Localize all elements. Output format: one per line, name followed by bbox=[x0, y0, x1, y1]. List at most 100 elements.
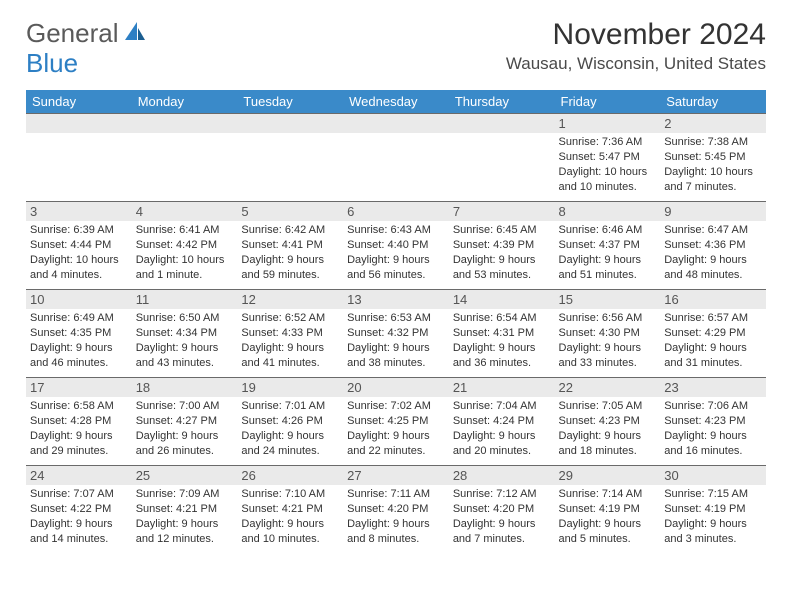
day-number: 1 bbox=[555, 114, 661, 133]
daylight-text: Daylight: 9 hours and 18 minutes. bbox=[559, 429, 657, 459]
daylight-text: Daylight: 9 hours and 8 minutes. bbox=[347, 517, 445, 547]
calendar-day-cell: 14Sunrise: 6:54 AMSunset: 4:31 PMDayligh… bbox=[449, 290, 555, 378]
daylight-text: Daylight: 9 hours and 16 minutes. bbox=[664, 429, 762, 459]
sunrise-text: Sunrise: 6:46 AM bbox=[559, 223, 657, 238]
calendar-day-cell: 12Sunrise: 6:52 AMSunset: 4:33 PMDayligh… bbox=[237, 290, 343, 378]
calendar-day-cell: 2Sunrise: 7:38 AMSunset: 5:45 PMDaylight… bbox=[660, 114, 766, 202]
empty-day-band bbox=[449, 114, 555, 133]
sunrise-text: Sunrise: 6:56 AM bbox=[559, 311, 657, 326]
day-header-cell: Monday bbox=[132, 90, 238, 114]
calendar-day-cell: 7Sunrise: 6:45 AMSunset: 4:39 PMDaylight… bbox=[449, 202, 555, 290]
calendar-day-cell: 15 Sunrise: 6:56 AMSunset: 4:30 PMDayligh… bbox=[555, 290, 661, 378]
daylight-text: Daylight: 9 hours and 46 minutes. bbox=[30, 341, 128, 371]
calendar-day-cell: 20Sunrise: 7:02 AMSunset: 4:25 PMDayligh… bbox=[343, 378, 449, 466]
logo: General bbox=[26, 18, 149, 49]
day-number: 30 bbox=[660, 466, 766, 485]
day-number: 6 bbox=[343, 202, 449, 221]
sunset-text: Sunset: 4:24 PM bbox=[453, 414, 551, 429]
sunset-text: Sunset: 4:29 PM bbox=[664, 326, 762, 341]
empty-day-band bbox=[132, 114, 238, 133]
daylight-text: Daylight: 9 hours and 48 minutes. bbox=[664, 253, 762, 283]
calendar-day-cell: 27 Sunrise: 7:11 AMSunset: 4:20 PMDayligh… bbox=[343, 466, 449, 554]
calendar-day-cell: 23Sunrise: 7:06 AMSunset: 4:23 PMDayligh… bbox=[660, 378, 766, 466]
day-number: 5 bbox=[237, 202, 343, 221]
daylight-text: Daylight: 9 hours and 14 minutes. bbox=[30, 517, 128, 547]
sunset-text: Sunset: 4:39 PM bbox=[453, 238, 551, 253]
calendar-day-cell: 28Sunrise: 7:12 AMSunset: 4:20 PMDayligh… bbox=[449, 466, 555, 554]
calendar-table: SundayMondayTuesdayWednesdayThursdayFrid… bbox=[26, 90, 766, 554]
calendar-day-cell: 25Sunrise: 7:09 AMSunset: 4:21 PMDayligh… bbox=[132, 466, 238, 554]
sunrise-text: Sunrise: 6:42 AM bbox=[241, 223, 339, 238]
day-number: 10 bbox=[26, 290, 132, 309]
daylight-text: Daylight: 9 hours and 26 minutes. bbox=[136, 429, 234, 459]
daylight-text: Daylight: 10 hours and 1 minute. bbox=[136, 253, 234, 283]
daylight-text: Daylight: 9 hours and 33 minutes. bbox=[559, 341, 657, 371]
calendar-day-cell: 26Sunrise: 7:10 AMSunset: 4:21 PMDayligh… bbox=[237, 466, 343, 554]
calendar-day-cell: 29Sunrise: 7:14 AMSunset: 4:19 PMDayligh… bbox=[555, 466, 661, 554]
sunrise-text: Sunrise: 7:15 AM bbox=[664, 487, 762, 502]
calendar-body: 1Sunrise: 7:36 AMSunset: 5:47 PMDaylight… bbox=[26, 114, 766, 554]
day-number: 27 bbox=[343, 466, 449, 485]
calendar-day-cell: 5Sunrise: 6:42 AMSunset: 4:41 PMDaylight… bbox=[237, 202, 343, 290]
sunrise-text: Sunrise: 7:00 AM bbox=[136, 399, 234, 414]
sunrise-text: Sunrise: 7:12 AM bbox=[453, 487, 551, 502]
sunrise-text: Sunrise: 7:11 AM bbox=[347, 487, 445, 502]
sunrise-text: Sunrise: 6:45 AM bbox=[453, 223, 551, 238]
day-number: 19 bbox=[237, 378, 343, 397]
sunrise-text: Sunrise: 6:41 AM bbox=[136, 223, 234, 238]
day-header-cell: Sunday bbox=[26, 90, 132, 114]
day-number: 29 bbox=[555, 466, 661, 485]
day-number: 7 bbox=[449, 202, 555, 221]
day-number: 22 bbox=[555, 378, 661, 397]
daylight-text: Daylight: 9 hours and 56 minutes. bbox=[347, 253, 445, 283]
sunset-text: Sunset: 4:42 PM bbox=[136, 238, 234, 253]
calendar-day-cell: 3Sunrise: 6:39 AMSunset: 4:44 PMDaylight… bbox=[26, 202, 132, 290]
calendar-week-row: 1Sunrise: 7:36 AMSunset: 5:47 PMDaylight… bbox=[26, 114, 766, 202]
day-number: 25 bbox=[132, 466, 238, 485]
day-number: 26 bbox=[237, 466, 343, 485]
sunset-text: Sunset: 4:26 PM bbox=[241, 414, 339, 429]
day-number: 2 bbox=[660, 114, 766, 133]
day-header-cell: Tuesday bbox=[237, 90, 343, 114]
sunrise-text: Sunrise: 7:01 AM bbox=[241, 399, 339, 414]
sunset-text: Sunset: 4:20 PM bbox=[347, 502, 445, 517]
calendar-day-cell: 30Sunrise: 7:15 AMSunset: 4:19 PMDayligh… bbox=[660, 466, 766, 554]
calendar-day-cell: 13Sunrise: 6:53 AMSunset: 4:32 PMDayligh… bbox=[343, 290, 449, 378]
sunrise-text: Sunrise: 6:58 AM bbox=[30, 399, 128, 414]
title-block: November 2024 Wausau, Wisconsin, United … bbox=[506, 18, 766, 74]
calendar-day-cell: 10 Sunrise: 6:49 AMSunset: 4:35 PMDayligh… bbox=[26, 290, 132, 378]
calendar-day-cell: 19 Sunrise: 7:01 AMSunset: 4:26 PMDayligh… bbox=[237, 378, 343, 466]
daylight-text: Daylight: 9 hours and 51 minutes. bbox=[559, 253, 657, 283]
sunrise-text: Sunrise: 6:47 AM bbox=[664, 223, 762, 238]
daylight-text: Daylight: 10 hours and 10 minutes. bbox=[559, 165, 657, 195]
calendar-day-cell: 16Sunrise: 6:57 AMSunset: 4:29 PMDayligh… bbox=[660, 290, 766, 378]
daylight-text: Daylight: 9 hours and 12 minutes. bbox=[136, 517, 234, 547]
sunrise-text: Sunrise: 6:57 AM bbox=[664, 311, 762, 326]
day-number: 17 bbox=[26, 378, 132, 397]
calendar-day-cell: 21Sunrise: 7:04 AMSunset: 4:24 PMDayligh… bbox=[449, 378, 555, 466]
daylight-text: Daylight: 9 hours and 10 minutes. bbox=[241, 517, 339, 547]
daylight-text: Daylight: 10 hours and 7 minutes. bbox=[664, 165, 762, 195]
sunset-text: Sunset: 4:19 PM bbox=[559, 502, 657, 517]
sunrise-text: Sunrise: 6:49 AM bbox=[30, 311, 128, 326]
sunset-text: Sunset: 4:23 PM bbox=[559, 414, 657, 429]
calendar-day-cell: 8Sunrise: 6:46 AMSunset: 4:37 PMDaylight… bbox=[555, 202, 661, 290]
sunrise-text: Sunrise: 7:36 AM bbox=[559, 135, 657, 150]
sunset-text: Sunset: 4:33 PM bbox=[241, 326, 339, 341]
sunset-text: Sunset: 4:35 PM bbox=[30, 326, 128, 341]
day-number: 20 bbox=[343, 378, 449, 397]
day-number: 15 bbox=[555, 290, 661, 309]
daylight-text: Daylight: 9 hours and 3 minutes. bbox=[664, 517, 762, 547]
sunset-text: Sunset: 4:30 PM bbox=[559, 326, 657, 341]
sunset-text: Sunset: 4:40 PM bbox=[347, 238, 445, 253]
logo-sail-icon bbox=[123, 18, 147, 49]
daylight-text: Daylight: 9 hours and 22 minutes. bbox=[347, 429, 445, 459]
calendar-day-cell bbox=[26, 114, 132, 202]
sunset-text: Sunset: 4:36 PM bbox=[664, 238, 762, 253]
daylight-text: Daylight: 9 hours and 24 minutes. bbox=[241, 429, 339, 459]
sunrise-text: Sunrise: 7:38 AM bbox=[664, 135, 762, 150]
day-header-cell: Thursday bbox=[449, 90, 555, 114]
calendar-day-cell bbox=[449, 114, 555, 202]
daylight-text: Daylight: 9 hours and 38 minutes. bbox=[347, 341, 445, 371]
sunrise-text: Sunrise: 6:54 AM bbox=[453, 311, 551, 326]
